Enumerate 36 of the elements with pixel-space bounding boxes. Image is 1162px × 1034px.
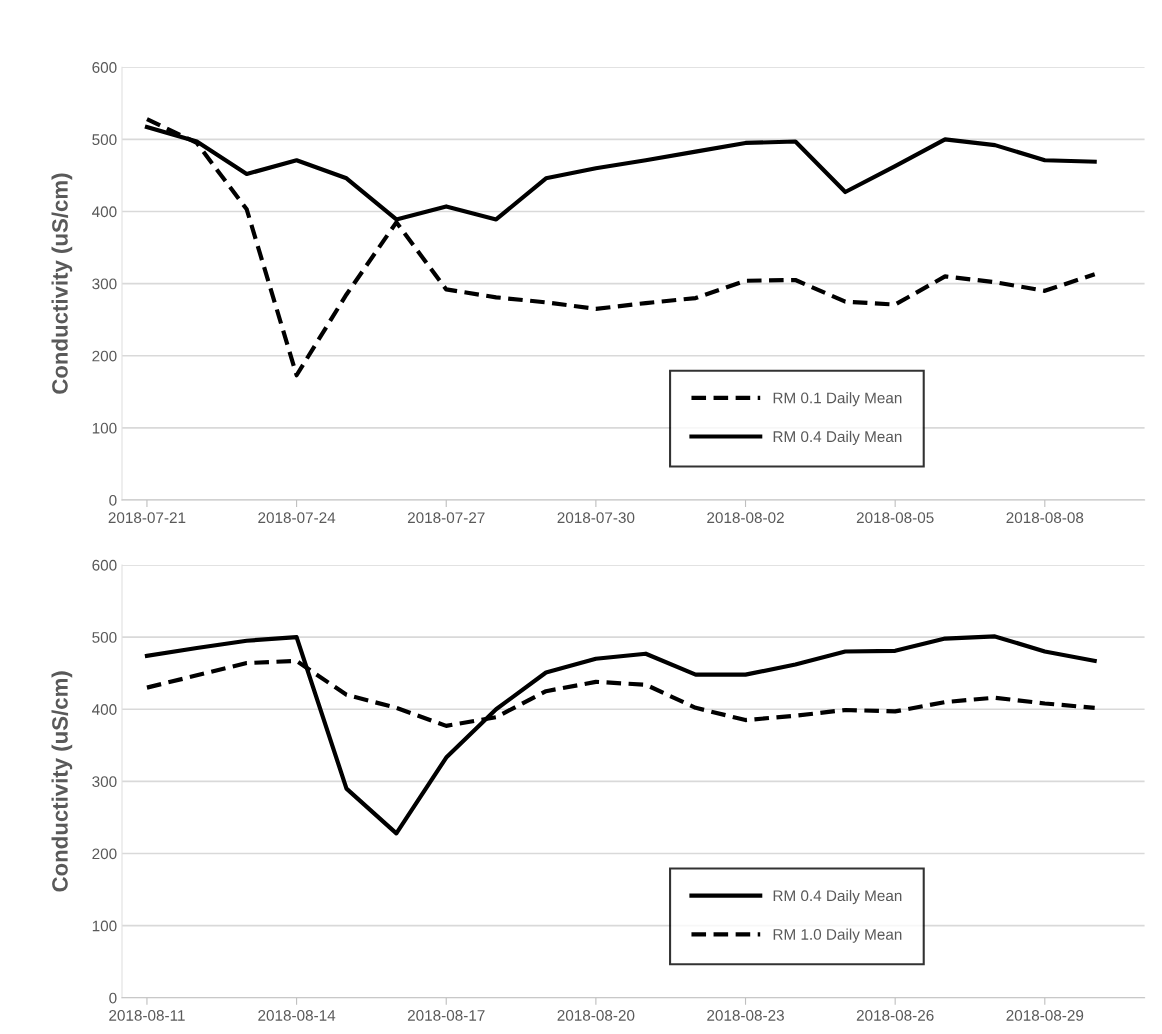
y-tick-label: 300: [92, 776, 117, 788]
x-tick-label: 2018-08-20: [557, 1010, 635, 1021]
y-tick-label: 600: [92, 559, 117, 571]
y-tick-label: 100: [92, 422, 117, 434]
x-tick-label: 2018-07-30: [557, 512, 635, 524]
legend-label: RM 0.4 Daily Mean: [773, 889, 902, 905]
x-tick-label: 2018-07-24: [258, 512, 336, 524]
line-series: [144, 634, 1097, 836]
line-series: [144, 117, 1097, 378]
x-tick-label: 2018-08-08: [1006, 512, 1084, 524]
y-axis-title: Conductivity (uS/cm): [51, 671, 73, 892]
x-tick-label: 2018-08-17: [407, 1010, 485, 1021]
x-tick-label: 2018-08-26: [856, 1010, 934, 1021]
y-tick-label: 300: [92, 278, 117, 290]
x-tick-label: 2018-08-02: [707, 512, 784, 524]
x-tick-label: 2018-07-21: [108, 512, 186, 524]
legend-label: RM 0.1 Daily Mean: [773, 392, 902, 407]
y-tick-label: 500: [92, 631, 117, 643]
y-tick-label: 100: [92, 920, 117, 932]
legend-label: RM 1.0 Daily Mean: [773, 928, 902, 943]
x-tick-label: 2018-08-23: [707, 1010, 784, 1021]
x-tick-label: 2018-08-14: [258, 1010, 336, 1021]
y-tick-label: 0: [109, 494, 117, 506]
x-tick-label: 2018-08-29: [1006, 1010, 1084, 1021]
y-tick-label: 400: [92, 206, 117, 218]
y-tick-label: 0: [109, 992, 117, 1004]
y-axis-title: Conductivity (uS/cm): [51, 173, 73, 394]
x-tick-label: 2018-08-11: [109, 1010, 185, 1021]
y-tick-label: 200: [92, 350, 117, 362]
y-tick-label: 500: [92, 134, 117, 146]
y-tick-label: 400: [92, 704, 117, 715]
legend-label: RM 0.4 Daily Mean: [773, 430, 902, 446]
y-tick-label: 200: [92, 848, 117, 860]
y-tick-label: 600: [92, 62, 117, 73]
x-tick-label: 2018-07-27: [407, 512, 485, 524]
x-tick-label: 2018-08-05: [856, 512, 934, 524]
